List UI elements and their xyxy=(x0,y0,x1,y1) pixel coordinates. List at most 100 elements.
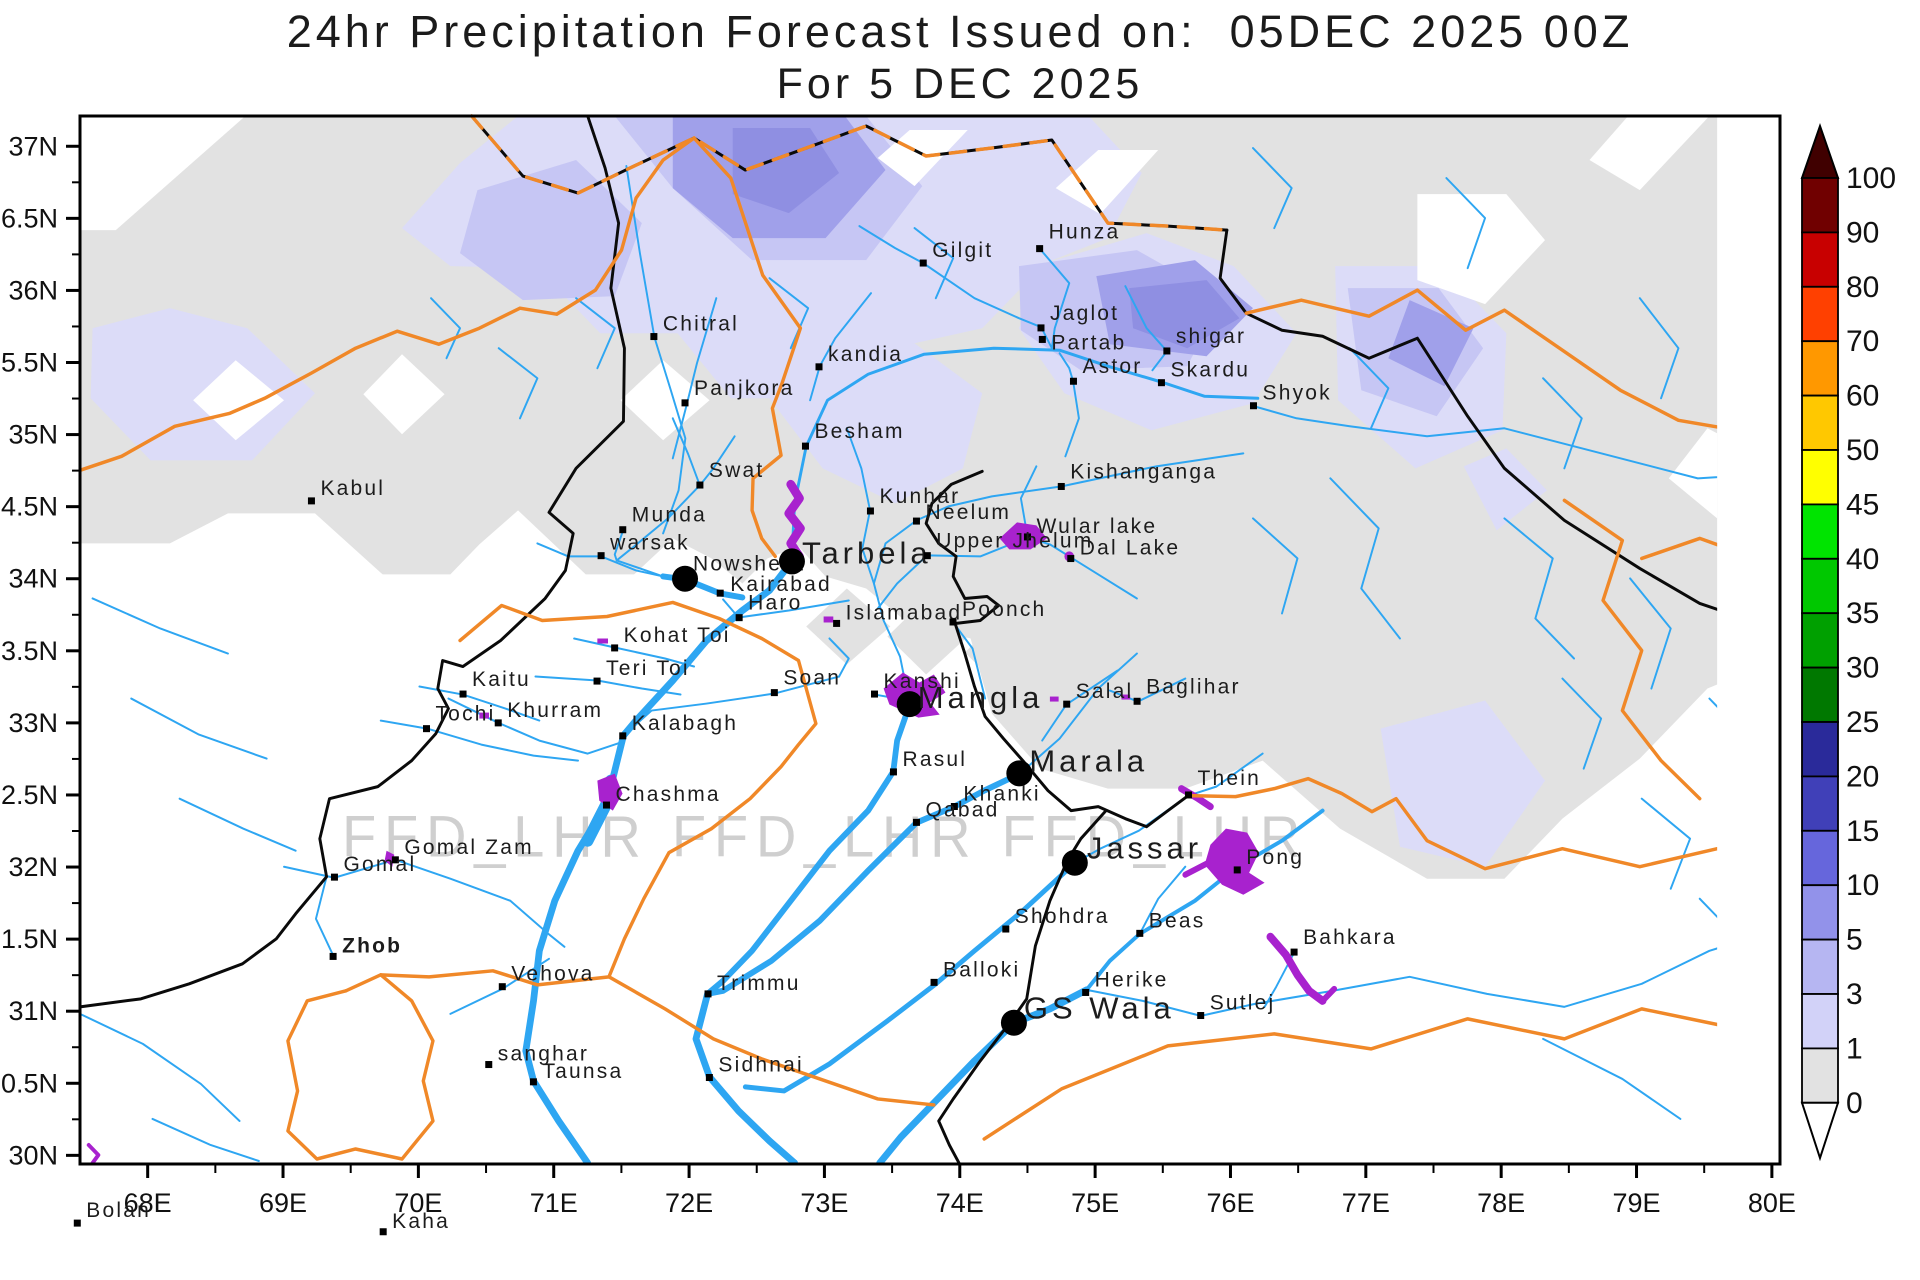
colorbar-bottom-arrow xyxy=(1800,1101,1840,1162)
city-label: Bolan xyxy=(86,1199,151,1222)
colorbar-segment xyxy=(1801,938,1839,995)
precip-region xyxy=(806,588,891,665)
x-tick-label: 74E xyxy=(936,1188,984,1218)
colorbar-segment xyxy=(1801,829,1839,887)
city-marker xyxy=(1157,379,1165,387)
river xyxy=(913,227,955,300)
city-marker xyxy=(801,442,809,450)
city-marker xyxy=(681,399,689,407)
city-marker xyxy=(770,689,778,697)
y-tick-label: 31N xyxy=(8,996,58,1026)
city-label: Munda xyxy=(632,504,707,527)
city-marker xyxy=(950,802,958,810)
city-label: Sutlej xyxy=(1210,992,1276,1015)
city-label: Jaglot xyxy=(1050,302,1119,325)
colorbar-label: 60 xyxy=(1846,380,1879,413)
river xyxy=(1638,297,1680,400)
city-marker xyxy=(833,619,841,627)
city-marker xyxy=(1290,948,1298,956)
precip-region xyxy=(363,354,445,435)
city-marker xyxy=(1002,925,1010,933)
reservoir xyxy=(597,773,623,811)
city-label: Chitral xyxy=(663,313,739,336)
city-label: warsak xyxy=(609,532,690,555)
river xyxy=(692,990,799,1163)
city-marker xyxy=(619,732,627,740)
city-label: Hunza xyxy=(1049,221,1121,244)
city-marker xyxy=(1036,245,1044,253)
city-marker xyxy=(1037,324,1045,332)
river xyxy=(722,598,850,619)
colorbar-segment xyxy=(1801,557,1839,615)
city-label: Gomal xyxy=(343,853,416,876)
y-tick-label: 34N xyxy=(8,564,58,594)
colorbar-segment xyxy=(1801,666,1839,723)
y-tick-label: 30.5N xyxy=(0,1068,58,1098)
colorbar-segment xyxy=(1801,177,1839,234)
colorbar-segment xyxy=(1801,612,1839,669)
city-marker xyxy=(705,1074,713,1082)
city-label: Kaitu xyxy=(472,668,531,691)
precip-region xyxy=(887,598,968,675)
river xyxy=(79,1012,241,1122)
x-tick-label: 68E xyxy=(124,1188,172,1218)
colorbar-top-arrow xyxy=(1800,122,1840,179)
city-label: Beas xyxy=(1149,909,1206,932)
city-label: Nowshera xyxy=(693,553,805,576)
city-marker xyxy=(330,873,338,881)
colorbar-segment xyxy=(1801,1047,1839,1104)
city-marker xyxy=(329,952,337,960)
precip-region xyxy=(1055,150,1159,215)
river xyxy=(952,621,987,700)
city-marker xyxy=(379,1228,387,1236)
city-label: Taunsa xyxy=(542,1060,623,1083)
city-marker-large xyxy=(1006,760,1033,787)
y-tick-label: 32.5N xyxy=(0,780,58,810)
river xyxy=(704,770,1023,997)
map-layers: FFD_LHR FFD_LHR FFD_LHR xyxy=(78,114,1718,1163)
y-tick-label: 35N xyxy=(8,420,58,450)
shading-layer xyxy=(80,115,1718,879)
colorbar-segment xyxy=(1801,503,1839,560)
precip-region xyxy=(1129,280,1240,349)
colorbar-label: 100 xyxy=(1846,162,1896,195)
city-label: Sidhnai xyxy=(718,1054,803,1077)
orange-boundary xyxy=(469,114,1229,232)
colorbar-segment xyxy=(1801,993,1839,1050)
river xyxy=(379,719,579,762)
city-label: Partab xyxy=(1051,331,1126,354)
city-marker xyxy=(912,517,920,525)
colorbar-label: 90 xyxy=(1846,216,1879,249)
river xyxy=(704,701,913,997)
city-marker xyxy=(485,1061,493,1069)
city-marker xyxy=(930,978,938,986)
title-line1: 24hr Precipitation Forecast Issued on: 0… xyxy=(286,6,1634,57)
orange-boundary xyxy=(1244,288,1718,429)
city-label: Pong xyxy=(1246,846,1304,869)
river xyxy=(1629,577,1672,690)
river xyxy=(742,860,1078,1094)
city-label: Thein xyxy=(1198,767,1262,790)
city-label: Baglihar xyxy=(1146,675,1241,698)
chart-title: 24hr Precipitation Forecast Issued on: 0… xyxy=(0,6,1920,109)
reservoir xyxy=(999,522,1048,550)
map-frame xyxy=(78,114,1782,1166)
y-tick-label: 30N xyxy=(8,1140,58,1170)
colorbar-label: 3 xyxy=(1846,978,1863,1011)
reservoir xyxy=(1049,696,1059,702)
city-marker xyxy=(1067,555,1075,563)
city-label: Kabul xyxy=(320,477,385,500)
city-marker xyxy=(597,552,605,560)
colorbar-label: 20 xyxy=(1846,760,1879,793)
river xyxy=(575,297,616,370)
y-tick-label: 36.5N xyxy=(0,203,58,233)
river xyxy=(671,417,701,487)
x-tick-label: 80E xyxy=(1748,1188,1796,1218)
city-marker xyxy=(529,1078,537,1086)
city-marker xyxy=(611,644,619,652)
orange-boundary xyxy=(1562,498,1702,801)
river xyxy=(625,165,687,535)
y-tick-label: 31.5N xyxy=(0,924,58,954)
colorbar-segment xyxy=(1801,285,1839,343)
city-label: kandia xyxy=(828,343,903,366)
